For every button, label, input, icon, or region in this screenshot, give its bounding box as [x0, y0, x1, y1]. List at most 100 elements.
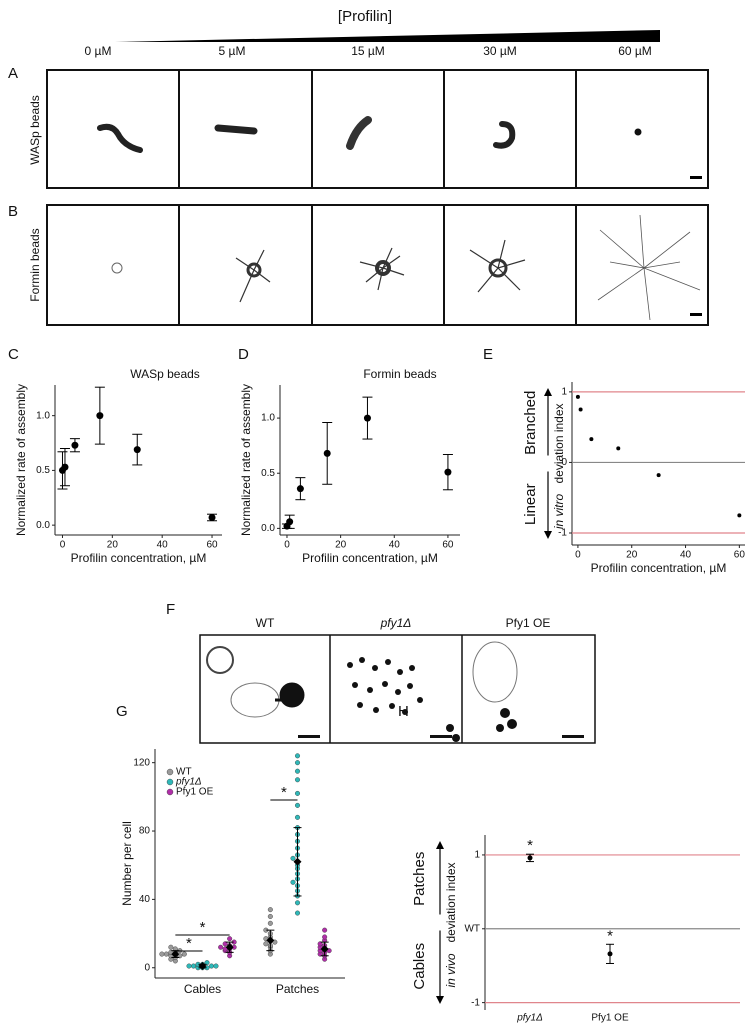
- concentration-label: 30 µM: [483, 44, 517, 58]
- data-point: [295, 760, 301, 766]
- data-point: [616, 446, 621, 451]
- data-point: [444, 468, 452, 476]
- x-axis-label: Profilin concentration, µM: [591, 561, 727, 575]
- x-tick-label: 60: [734, 550, 746, 561]
- legend-label: pfy1Δ: [175, 777, 202, 788]
- y-axis-label: Normalized rate of assembly: [14, 384, 28, 536]
- mean-marker: [198, 962, 207, 971]
- gradient-title: [Profilin]: [338, 8, 392, 25]
- data-point: [286, 518, 294, 526]
- data-point: [527, 855, 533, 861]
- data-point: [71, 441, 79, 449]
- micrograph-label: WT: [256, 616, 275, 630]
- x-tick-label: 60: [442, 540, 454, 551]
- concentration-label: 5 µM: [219, 44, 246, 58]
- y-tick-label: 0.5: [36, 465, 50, 476]
- gradient-wedge: [115, 30, 660, 42]
- x-axis-label: Profilin concentration, µM: [302, 551, 438, 565]
- y-tick-label: 40: [139, 894, 151, 905]
- data-point: [181, 951, 187, 957]
- data-point: [290, 879, 296, 885]
- y-tick-label: 1.0: [261, 413, 275, 424]
- axis-annotation: Linear: [522, 483, 539, 525]
- data-point: [267, 920, 273, 926]
- y-tick-label: 80: [139, 826, 151, 837]
- data-point: [267, 907, 273, 913]
- legend-label: Pfy1 OE: [176, 787, 214, 798]
- data-point: [204, 960, 210, 966]
- y-tick-label: 1.0: [36, 410, 50, 421]
- data-point: [61, 463, 69, 471]
- axis-annotation: Cables: [411, 943, 428, 990]
- x-tick-label: Patches: [276, 982, 319, 996]
- mean-marker: [225, 943, 234, 952]
- data-point: [227, 936, 233, 942]
- chart-title: Formin beads: [363, 367, 436, 381]
- legend-swatch: [166, 788, 174, 796]
- data-point: [295, 900, 301, 906]
- concentration-label: 60 µM: [618, 44, 652, 58]
- arrow-head: [544, 531, 552, 539]
- x-tick-label: 40: [680, 550, 692, 561]
- x-tick-label: 20: [335, 540, 347, 551]
- y-axis-label: deviation index: [444, 862, 458, 942]
- x-tick-label: Pfy1 OE: [591, 1013, 629, 1024]
- axis-annotation: Patches: [411, 852, 428, 906]
- x-tick-label: 40: [389, 540, 401, 551]
- x-tick-label: 60: [206, 540, 218, 551]
- data-point: [363, 414, 371, 422]
- y-tick-label: 0.0: [36, 520, 50, 531]
- panel-label: D: [238, 346, 249, 363]
- x-tick-label: Cables: [184, 982, 221, 996]
- data-point: [96, 412, 104, 420]
- mean-marker: [320, 944, 329, 953]
- mean-marker: [171, 950, 180, 959]
- data-point: [218, 944, 224, 950]
- data-point: [295, 802, 301, 808]
- micrograph-label: pfy1Δ: [380, 616, 412, 630]
- mean-marker: [293, 857, 302, 866]
- arrow-head: [436, 841, 444, 849]
- significance-star: *: [527, 837, 533, 854]
- y-axis-label: in vitro: [552, 494, 566, 530]
- data-point: [186, 963, 192, 969]
- data-point: [295, 814, 301, 820]
- chart-title: WASp beads: [130, 367, 200, 381]
- data-point: [607, 951, 613, 957]
- panel-label: C: [8, 346, 19, 363]
- data-point: [267, 913, 273, 919]
- y-tick-label: -1: [471, 997, 480, 1008]
- panel-label: A: [8, 65, 18, 82]
- data-point: [322, 927, 328, 933]
- data-point: [133, 446, 141, 454]
- significance-star: *: [200, 919, 206, 936]
- data-point: [163, 951, 169, 957]
- data-point: [213, 963, 219, 969]
- y-tick-label: 0: [144, 962, 150, 973]
- y-axis-label: deviation index: [552, 403, 566, 483]
- data-point: [159, 951, 165, 957]
- x-axis-label: Profilin concentration, µM: [71, 551, 207, 565]
- significance-star: *: [281, 784, 287, 801]
- data-point: [208, 513, 216, 521]
- concentration-label: 15 µM: [351, 44, 385, 58]
- data-point: [656, 473, 661, 478]
- y-tick-label: 120: [133, 757, 150, 768]
- micrograph-row-a: [46, 69, 709, 189]
- data-point: [575, 394, 580, 399]
- data-point: [222, 941, 228, 947]
- mean-marker: [266, 936, 275, 945]
- concentration-label: 0 µM: [85, 44, 112, 58]
- data-point: [168, 944, 174, 950]
- y-tick-label: 0: [561, 457, 567, 468]
- data-point: [322, 934, 328, 940]
- y-tick-label: WT: [464, 923, 480, 934]
- data-point: [290, 855, 296, 861]
- y-tick-label: -1: [558, 528, 567, 539]
- y-tick-label: 1: [561, 387, 567, 398]
- arrow-head: [436, 996, 444, 1004]
- y-tick-label: 0.5: [261, 468, 275, 479]
- y-tick-label: 1: [474, 850, 480, 861]
- row-label: WASp beads: [28, 95, 42, 165]
